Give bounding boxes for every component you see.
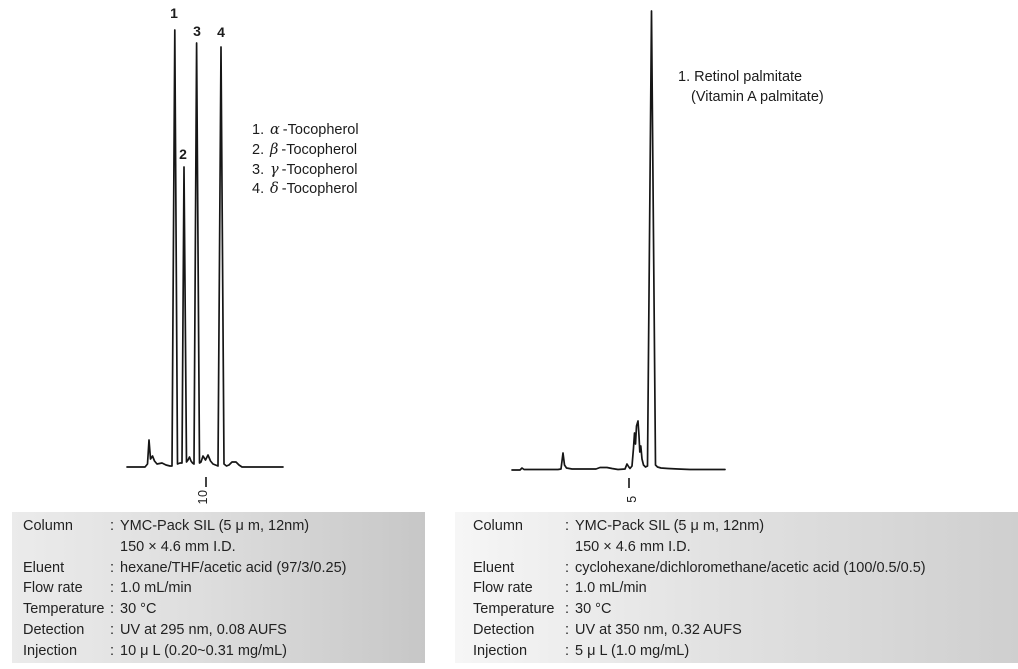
condition-colon: : [110,518,115,534]
legend-right-line2: (Vitamin A palmitate) [691,89,824,105]
condition-colon: : [110,559,115,576]
condition-value: 150 × 4.6 mm I.D. [120,538,236,555]
condition-value: YMC-Pack SIL (5 μ m, 12nm) [120,518,310,534]
condition-label: Eluent [23,559,65,576]
condition-label: Temperature [473,601,555,618]
condition-value: 150 × 4.6 mm I.D. [575,538,691,555]
condition-row: Column: YMC-Pack SIL (5 μ m, 12nm) [473,516,1018,537]
condition-value: 10 μ L (0.20~0.31 mg/mL) [120,642,288,659]
time-tick-label-left: 10 [196,489,210,505]
condition-value: cyclohexane/dichloromethane/acetic acid … [575,559,926,576]
legend-item: 4. δ -Tocopherol [252,181,358,198]
peak-label-4: 4 [217,24,225,40]
condition-value: UV at 350 nm, 0.32 AUFS [575,621,742,638]
condition-label: Flow rate [473,580,533,597]
condition-value: 30 °C [575,601,612,618]
condition-row: Detection: UV at 295 nm, 0.08 AUFS [23,620,425,641]
condition-label: Injection [473,642,528,659]
peak-label-3: 3 [193,23,201,39]
condition-row: Injection:10 μ L (0.20~0.31 mg/mL) [23,641,425,662]
condition-value: 1.0 mL/min [575,580,647,597]
conditions-table-right: Column:YMC-Pack SIL (5 μ m, 12nm):150 × … [455,512,1018,663]
condition-value: 5 μ L (1.0 mg/mL) [575,642,690,659]
condition-label: Flow rate [23,580,83,597]
condition-label: Temperature [23,601,105,618]
peak-label-2: 2 [179,146,187,162]
condition-label [473,537,565,558]
condition-label [23,537,110,558]
condition-label: Detection [473,621,535,638]
time-tick-label-right: 5 [625,495,639,503]
legend-right-line1: 1. Retinol palmitate [678,69,803,85]
trace-right [511,10,726,471]
condition-label: Detection [23,621,85,638]
chromatogram-traces [126,10,726,488]
condition-colon: : [565,518,570,534]
condition-row: Temperature:30 °C [23,599,425,620]
condition-label: Injection [23,642,78,659]
condition-value: 1.0 mL/min [120,580,192,597]
conditions-table-left: Column:YMC-Pack SIL (5 μ m, 12nm):150 × … [12,512,425,663]
condition-colon: : [565,580,570,597]
condition-row: :150 × 4.6 mm I.D. [473,537,1018,558]
condition-row: Flow rate:1.0 mL/min [23,578,425,599]
condition-value: UV at 295 nm, 0.08 AUFS [120,621,287,638]
peak-label-1: 1 [170,5,178,21]
condition-row: Injection:5 μ L (1.0 mg/mL) [473,641,1018,662]
condition-colon: : [565,601,570,618]
condition-colon: : [110,601,115,618]
condition-colon: : [110,621,115,638]
condition-value: hexane/THF/acetic acid (97/3/0.25) [120,559,347,576]
condition-label: Eluent [473,559,515,576]
peak-legend-left: 1. α -Tocopherol 2. β -Tocopherol 3. γ -Tocopher… [252,121,359,200]
condition-label: Column [23,518,73,534]
legend-item: 2. β -Tocopherol [252,141,358,158]
condition-label: Column [473,518,523,534]
condition-value: YMC-Pack SIL (5 μ m, 12nm) [575,518,765,534]
condition-colon: : [565,621,570,638]
condition-row: Eluent: cyclohexane/dichloromethane/aceti… [473,558,1018,579]
condition-colon: : [110,642,115,659]
condition-colon: : [565,642,570,659]
condition-row: Detection: UV at 350 nm, 0.32 AUFS [473,620,1018,641]
condition-row: :150 × 4.6 mm I.D. [23,537,425,558]
peak-legend-right: 1. Retinol palmitate (Vitamin A palmitat… [678,67,824,107]
legend-item: 1. α -Tocopherol [252,122,359,138]
condition-colon: : [565,559,570,576]
trace-left [126,29,284,468]
condition-colon: : [110,580,115,597]
legend-item: 3. γ -Tocopherol [252,161,358,178]
condition-row: Temperature:30 °C [473,599,1018,620]
condition-row: Flow rate:1.0 mL/min [473,578,1018,599]
condition-value: 30 °C [120,601,157,618]
condition-row: Column: YMC-Pack SIL (5 μ m, 12nm) [23,516,425,537]
condition-row: Eluent: hexane/THF/acetic acid (97/3/0.25… [23,558,425,579]
